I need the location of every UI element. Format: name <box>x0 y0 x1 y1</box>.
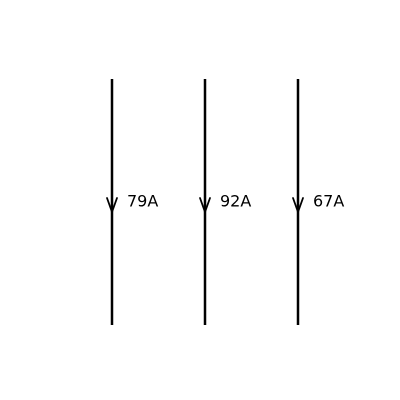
wire-2: 92A <box>199 79 251 325</box>
wire-2-current-label: 92A <box>220 192 251 211</box>
wire-3-current-label: 67A <box>313 192 344 211</box>
wire-1: 79A <box>106 79 158 325</box>
arrow-down-icon <box>292 197 304 213</box>
wire-3: 67A <box>292 79 344 325</box>
arrow-down-icon <box>199 197 211 213</box>
arrow-down-icon <box>106 197 118 213</box>
wire-1-current-label: 79A <box>127 192 158 211</box>
